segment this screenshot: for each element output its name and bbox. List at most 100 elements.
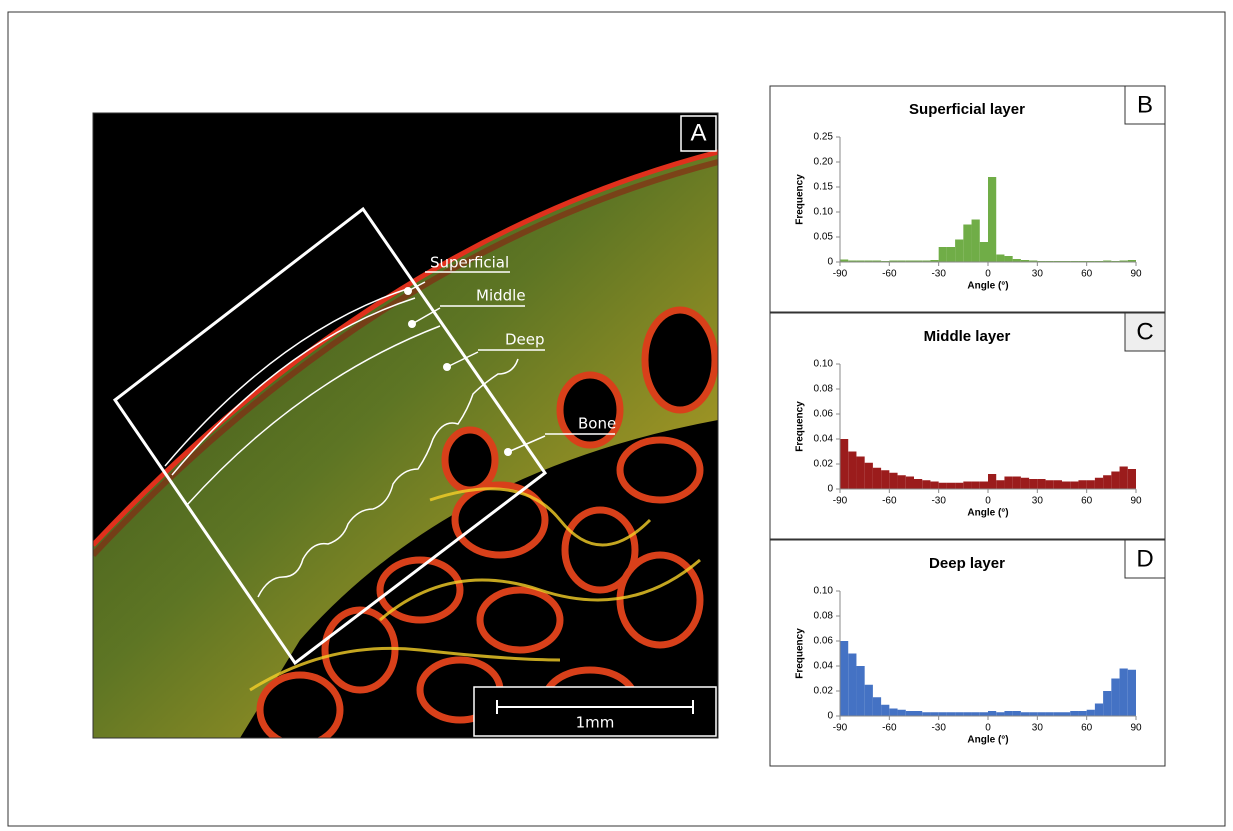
y-tick-label: 0.10 xyxy=(814,586,834,597)
bar xyxy=(996,712,1004,716)
chart-box xyxy=(770,86,1165,312)
bar xyxy=(1004,711,1012,716)
bar xyxy=(1111,679,1119,717)
bar xyxy=(848,452,856,490)
bar xyxy=(889,709,897,717)
y-tick-label: 0.20 xyxy=(814,157,834,168)
bar xyxy=(906,711,914,716)
x-axis-label: Angle (°) xyxy=(967,281,1008,292)
y-tick-label: 0 xyxy=(827,711,833,722)
bar xyxy=(1070,711,1078,716)
y-tick-label: 0.10 xyxy=(814,207,834,218)
bar xyxy=(1087,710,1095,716)
panel-label: D xyxy=(1136,545,1153,572)
y-tick-label: 0.04 xyxy=(814,661,834,672)
bar xyxy=(1078,480,1086,489)
bar xyxy=(980,712,988,716)
y-tick-label: 0.04 xyxy=(814,434,834,445)
panel-label: A xyxy=(690,119,706,146)
bar xyxy=(840,641,848,716)
bar xyxy=(898,475,906,489)
bar xyxy=(1021,712,1029,716)
chart-title: Superficial layer xyxy=(909,101,1025,118)
y-tick-label: 0.05 xyxy=(814,232,834,243)
chart-box xyxy=(770,540,1165,766)
bar xyxy=(1004,256,1012,262)
bar xyxy=(972,220,980,263)
bar xyxy=(840,439,848,489)
x-tick-label: -90 xyxy=(833,496,848,507)
y-tick-label: 0.06 xyxy=(814,636,834,647)
x-tick-label: -30 xyxy=(931,269,946,280)
bar xyxy=(1095,704,1103,717)
bar xyxy=(1078,711,1086,716)
x-tick-label: 0 xyxy=(985,496,991,507)
bar xyxy=(1046,480,1054,489)
bar xyxy=(881,470,889,489)
y-tick-label: 0.02 xyxy=(814,686,834,697)
bar xyxy=(856,666,864,716)
x-tick-label: 60 xyxy=(1081,723,1093,734)
bar xyxy=(947,712,955,716)
bar xyxy=(988,711,996,716)
bar xyxy=(930,482,938,490)
bar xyxy=(1120,669,1128,717)
bar xyxy=(914,479,922,489)
bar xyxy=(947,483,955,489)
x-tick-label: 60 xyxy=(1081,496,1093,507)
annotation: Middle xyxy=(476,287,526,305)
bar xyxy=(939,247,947,262)
bar xyxy=(922,480,930,489)
y-axis-label: Frequency xyxy=(795,628,806,679)
x-tick-label: -30 xyxy=(931,723,946,734)
bar xyxy=(881,705,889,716)
micrograph xyxy=(93,113,718,745)
bar xyxy=(1128,670,1136,716)
bar xyxy=(963,482,971,490)
x-tick-label: 30 xyxy=(1032,269,1044,280)
x-tick-label: 90 xyxy=(1130,723,1142,734)
bar xyxy=(939,483,947,489)
bar xyxy=(889,473,897,489)
bar xyxy=(1037,712,1045,716)
bar xyxy=(1103,475,1111,489)
bar xyxy=(972,712,980,716)
x-tick-label: -60 xyxy=(882,269,897,280)
bar xyxy=(1111,472,1119,490)
bar xyxy=(1070,482,1078,490)
bar xyxy=(988,177,996,262)
bar xyxy=(1095,478,1103,489)
x-tick-label: -60 xyxy=(882,723,897,734)
bar xyxy=(988,474,996,489)
x-axis-label: Angle (°) xyxy=(967,735,1008,746)
y-tick-label: 0.08 xyxy=(814,611,834,622)
bar xyxy=(1029,479,1037,489)
bar xyxy=(980,482,988,490)
x-tick-label: 0 xyxy=(985,723,991,734)
bar xyxy=(865,463,873,489)
bar xyxy=(955,483,963,489)
chart-title: Middle layer xyxy=(924,328,1011,345)
bar xyxy=(865,685,873,716)
bar xyxy=(1054,712,1062,716)
bar xyxy=(1062,482,1070,490)
bar xyxy=(1013,711,1021,716)
bar xyxy=(955,712,963,716)
x-tick-label: -30 xyxy=(931,496,946,507)
bar xyxy=(906,477,914,490)
bar xyxy=(898,710,906,716)
bar xyxy=(1029,712,1037,716)
bar xyxy=(1062,712,1070,716)
x-tick-label: 90 xyxy=(1130,496,1142,507)
bar xyxy=(873,468,881,489)
y-tick-label: 0.10 xyxy=(814,359,834,370)
bar xyxy=(980,242,988,262)
bar xyxy=(848,654,856,717)
x-tick-label: 60 xyxy=(1081,269,1093,280)
y-tick-label: 0.02 xyxy=(814,459,834,470)
bar xyxy=(955,240,963,263)
x-tick-label: -60 xyxy=(882,496,897,507)
y-axis-label: Frequency xyxy=(795,174,806,225)
x-tick-label: 90 xyxy=(1130,269,1142,280)
chart-title: Deep layer xyxy=(929,555,1005,572)
